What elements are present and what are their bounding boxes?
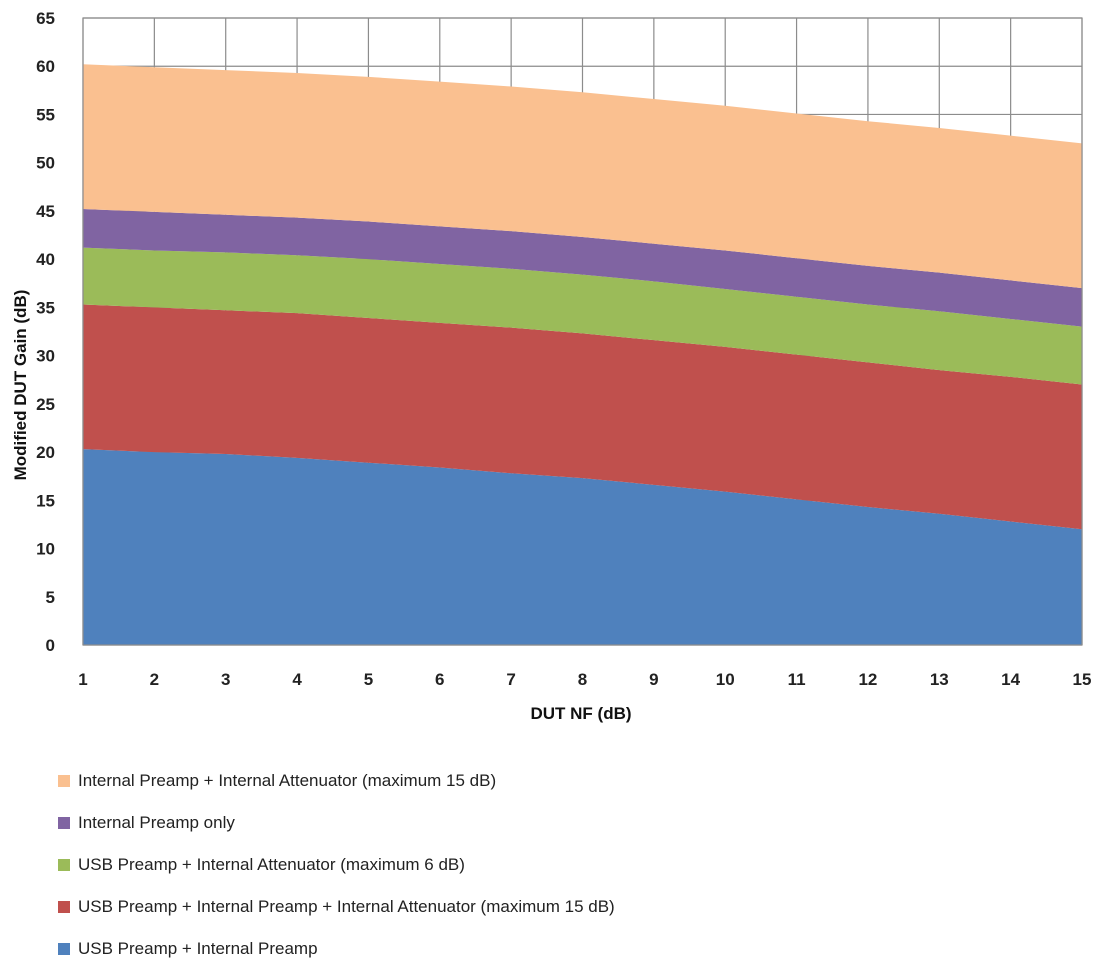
x-tick-label: 10 [716,670,735,689]
y-tick-label: 35 [36,298,55,317]
area-series-3 [83,247,1082,385]
y-tick-label: 25 [36,395,55,414]
y-tick-label: 15 [36,491,55,510]
y-tick-label: 55 [36,105,55,124]
legend-label: USB Preamp + Internal Preamp + Internal … [78,897,615,916]
legend-item: USB Preamp + Internal Preamp + Internal … [58,886,1058,928]
legend-item: USB Preamp + Internal Attenuator (maximu… [58,844,1058,886]
legend-label: Internal Preamp only [78,813,235,832]
x-tick-label: 2 [150,670,159,689]
area-series-2 [83,304,1082,530]
x-tick-label: 5 [364,670,373,689]
plot-frame [82,17,1083,646]
x-tick-label: 9 [649,670,658,689]
x-tick-label: 13 [930,670,949,689]
y-tick-label: 45 [36,202,55,221]
legend-label: USB Preamp + Internal Preamp [78,939,318,958]
x-tick-label: 8 [578,670,587,689]
y-tick-label: 5 [46,588,55,607]
x-tick-label: 15 [1073,670,1092,689]
y-axis-title: Modified DUT Gain (dB) [11,290,30,481]
legend-swatch-icon [58,817,70,829]
legend-swatch-icon [58,943,70,955]
y-tick-label: 50 [36,154,55,173]
x-axis-title: DUT NF (dB) [530,704,631,723]
y-tick-label: 0 [46,636,55,655]
legend: Internal Preamp + Internal Attenuator (m… [58,760,1058,970]
area-series-1 [83,449,1082,645]
area-series-4 [83,208,1082,327]
x-tick-label: 1 [78,670,87,689]
y-tick-label: 30 [36,347,55,366]
legend-item: USB Preamp + Internal Preamp [58,928,1058,970]
x-tick-label: 11 [788,670,806,689]
y-tick-label: 40 [36,250,55,269]
x-tick-label: 3 [221,670,230,689]
legend-swatch-icon [58,901,70,913]
y-tick-label: 60 [36,57,55,76]
legend-label: Internal Preamp + Internal Attenuator (m… [78,771,497,790]
legend-label: USB Preamp + Internal Attenuator (maximu… [78,855,465,874]
y-tick-label: 65 [36,9,55,28]
y-tick-label: 20 [36,443,55,462]
x-tick-label: 12 [858,670,877,689]
y-tick-label: 10 [36,540,55,559]
x-tick-label: 6 [435,670,444,689]
legend-item: Internal Preamp only [58,802,1058,844]
legend-swatch-icon [58,859,70,871]
area-series-5 [83,64,1082,289]
x-tick-label: 4 [292,670,302,689]
legend-item: Internal Preamp + Internal Attenuator (m… [58,760,1058,802]
area-layer [83,64,1082,645]
x-tick-label: 7 [506,670,515,689]
x-tick-label: 14 [1001,670,1020,689]
legend-swatch-icon [58,775,70,787]
